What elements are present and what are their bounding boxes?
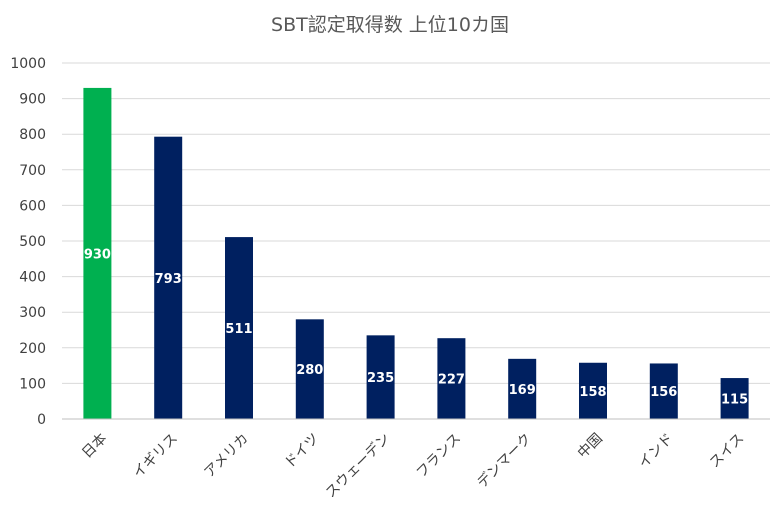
y-tick-label: 700 xyxy=(19,163,46,179)
data-labels: 930 793 511 280 235 227 169 158 156 115 xyxy=(84,247,748,407)
bars xyxy=(83,87,749,420)
y-tick-label: 100 xyxy=(19,376,46,392)
bar-1 xyxy=(154,136,183,419)
x-tick-label-8: インド xyxy=(636,431,677,472)
data-label-4: 235 xyxy=(367,371,394,386)
x-tick-label-7: 中国 xyxy=(575,431,606,462)
y-tick-label: 800 xyxy=(19,127,46,143)
data-label-2: 511 xyxy=(225,322,252,337)
y-tick-label: 400 xyxy=(19,270,46,286)
data-label-3: 280 xyxy=(296,363,323,378)
y-axis-ticks: 0 100 200 300 400 500 600 700 800 900 1000 xyxy=(10,56,46,428)
x-tick-label-2: アメリカ xyxy=(201,431,251,481)
y-tick-label: 1000 xyxy=(10,56,46,72)
data-label-7: 158 xyxy=(579,385,606,400)
bar-6 xyxy=(508,358,537,419)
data-label-5: 227 xyxy=(438,373,465,388)
bar-5 xyxy=(437,338,466,419)
bar-9 xyxy=(720,378,749,419)
x-tick-label-1: イギリス xyxy=(130,431,181,482)
data-label-1: 793 xyxy=(155,272,182,287)
data-label-6: 169 xyxy=(509,383,536,398)
bar-2 xyxy=(225,237,253,419)
y-tick-label: 500 xyxy=(19,234,46,250)
x-tick-label-4: スウェーデン xyxy=(322,430,393,501)
data-label-8: 156 xyxy=(650,385,677,400)
x-tick-label-3: ドイツ xyxy=(282,431,323,472)
x-axis-ticks: 日本 イギリス アメリカ ドイツ スウェーデン フランス デンマーク 中国 インド スイス xyxy=(79,430,747,501)
y-tick-label: 0 xyxy=(37,412,46,428)
y-tick-label: 200 xyxy=(19,341,46,357)
y-tick-label: 600 xyxy=(19,198,46,214)
y-tick-label: 900 xyxy=(19,92,46,108)
x-tick-label-9: スイス xyxy=(707,431,748,472)
bar-8 xyxy=(649,363,678,419)
bar-7 xyxy=(579,362,607,419)
data-label-0: 930 xyxy=(84,247,111,262)
bar-3 xyxy=(295,319,324,419)
x-tick-label-6: デンマーク xyxy=(474,430,536,492)
chart-title: SBT認定取得数 上位10カ国 xyxy=(271,14,509,36)
data-label-9: 115 xyxy=(721,393,748,408)
bar-4 xyxy=(366,335,395,419)
x-tick-label-0: 日本 xyxy=(79,431,110,462)
x-tick-label-5: フランス xyxy=(414,431,465,482)
bar-0 xyxy=(83,87,112,420)
y-tick-label: 300 xyxy=(19,305,46,321)
